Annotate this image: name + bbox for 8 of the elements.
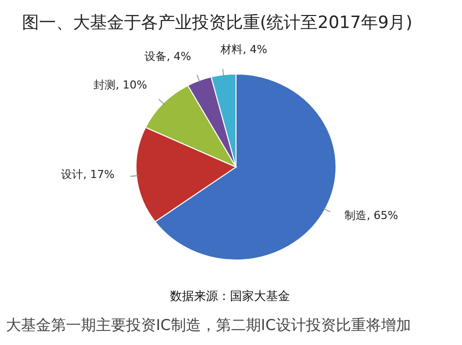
slice-label: 材料, 4%	[220, 42, 268, 56]
slice-label: 设计, 17%	[61, 168, 115, 181]
text: 大基金第一期主要投资IC制造，第二期IC设计投资比重将增加	[6, 316, 411, 334]
slice-label: 设备, 4%	[144, 50, 192, 64]
source-note: 数据来源：国家大基金	[170, 289, 290, 303]
slice-label: 制造, 65%	[344, 209, 398, 222]
slice-label: 封测, 10%	[94, 78, 148, 92]
chart-title: 图一、大基金于各产业投资比重(统计至2017年9月)	[22, 13, 412, 33]
